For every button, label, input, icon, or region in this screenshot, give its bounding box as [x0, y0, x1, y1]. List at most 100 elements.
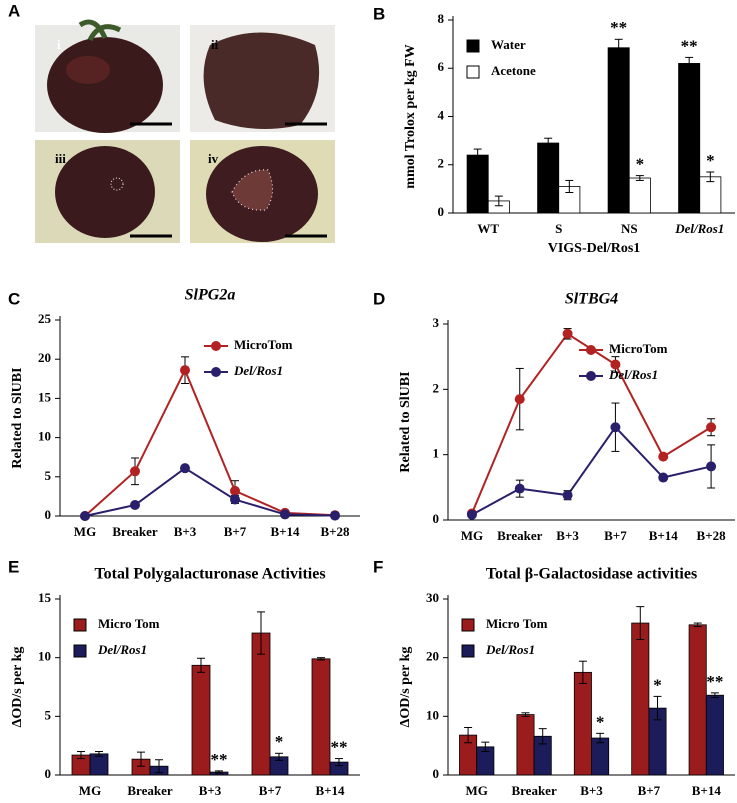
legend-label: Micro Tom — [98, 616, 160, 631]
significance: * — [653, 675, 662, 694]
legend-swatch — [461, 618, 475, 632]
marker — [658, 472, 669, 483]
bar — [678, 63, 701, 214]
lesion-outline — [231, 169, 273, 211]
y-tick-label: 5 — [45, 707, 52, 722]
legend-swatch — [466, 65, 480, 79]
marker — [80, 511, 90, 521]
marker — [230, 494, 240, 505]
x-tick-label: B+3 — [556, 528, 579, 543]
y-tick-label: 15 — [38, 389, 52, 404]
legend-label: Acetone — [491, 63, 536, 78]
tomato — [47, 37, 163, 133]
bar — [607, 47, 630, 214]
marker — [280, 509, 290, 520]
significance: ** — [610, 18, 627, 37]
y-tick-label: 0 — [433, 511, 440, 526]
marker — [610, 422, 621, 433]
y-tick-label: 2 — [438, 156, 445, 171]
bar — [705, 694, 724, 776]
x-tick-label: MG — [79, 783, 101, 798]
marker — [130, 500, 140, 511]
y-tick-label: 10 — [426, 707, 439, 722]
x-tick-label: B+14 — [649, 528, 679, 543]
significance: ** — [331, 737, 348, 756]
legend-marker — [586, 371, 596, 381]
photo-label: iv — [208, 151, 219, 166]
chart-title: SlPG2a — [185, 287, 236, 304]
legend-label: Del/Ros1 — [97, 642, 147, 657]
x-group-label: VIGS-Del/Ros1 — [548, 241, 641, 256]
y-tick-label: 8 — [438, 11, 445, 26]
x-tick-label: B+28 — [320, 524, 350, 539]
legend-marker — [211, 341, 221, 351]
series-line — [84, 367, 336, 517]
x-tick-label: NS — [621, 221, 638, 236]
x-tick-label: B+7 — [604, 528, 627, 543]
y-tick-label: 15 — [38, 590, 52, 605]
panel-letter: B — [373, 4, 385, 23]
panel-letter: D — [373, 289, 385, 308]
significance: * — [706, 151, 715, 170]
x-tick-label: B+7 — [259, 783, 282, 798]
marker — [514, 483, 525, 494]
significance: ** — [211, 750, 228, 769]
legend-label: MicroTom — [609, 341, 668, 356]
chart-title: Total β-Galactosidase activities — [486, 566, 697, 583]
legend-label: MicroTom — [234, 337, 293, 352]
y-tick-label: 30 — [426, 590, 439, 605]
marker — [562, 328, 573, 339]
y-tick-label: 0 — [45, 507, 52, 522]
photo-grid — [35, 19, 335, 243]
y-tick-label: 6 — [438, 59, 445, 74]
x-tick-label: B+14 — [692, 783, 722, 798]
y-tick-label: 10 — [38, 429, 51, 444]
marker — [230, 485, 240, 496]
bar — [537, 142, 560, 214]
chart-title: Total Polygalacturonase Activities — [94, 566, 325, 583]
panel-letter: C — [8, 289, 20, 308]
tomato — [55, 146, 155, 238]
y-axis-label: Related to SlUBI — [10, 367, 25, 468]
legend-marker — [211, 367, 221, 377]
marker — [706, 422, 717, 433]
y-tick-label: 0 — [433, 766, 440, 781]
x-tick-label: MG — [74, 524, 96, 539]
legend-label: Micro Tom — [486, 616, 548, 631]
x-tick-label: B+3 — [199, 783, 222, 798]
y-tick-label: 10 — [38, 649, 51, 664]
bar — [89, 753, 109, 776]
y-tick-label: 20 — [38, 350, 51, 365]
y-axis-label: ΔOD/s per kg — [10, 647, 25, 728]
marker — [330, 510, 340, 521]
x-tick-label: B+3 — [174, 524, 197, 539]
marker — [514, 394, 525, 405]
y-tick-label: 4 — [438, 107, 445, 122]
marker — [706, 461, 717, 472]
bar — [311, 658, 331, 776]
legend-label: Water — [491, 37, 526, 52]
y-tick-label: 3 — [433, 315, 440, 330]
legend-swatch — [73, 618, 87, 632]
legend-swatch — [466, 39, 480, 53]
photo-label: ii — [211, 37, 219, 52]
significance: ** — [706, 672, 723, 691]
significance: * — [636, 155, 645, 174]
x-tick-label: Breaker — [127, 783, 172, 798]
legend-label: Del/Ros1 — [485, 642, 535, 657]
marker — [658, 451, 669, 462]
x-tick-label: Breaker — [511, 783, 556, 798]
calyx — [78, 19, 122, 42]
panel-letter: E — [8, 557, 19, 576]
x-tick-label: B+28 — [697, 528, 727, 543]
tomato — [203, 32, 320, 129]
x-tick-label: MG — [466, 783, 488, 798]
y-tick-label: 1 — [433, 446, 440, 461]
bar — [628, 177, 651, 214]
x-tick-label: B+14 — [315, 783, 345, 798]
x-tick-label: B+3 — [580, 783, 603, 798]
x-tick-label: Breaker — [112, 524, 157, 539]
marker — [466, 509, 477, 520]
y-tick-label: 2 — [433, 380, 440, 395]
